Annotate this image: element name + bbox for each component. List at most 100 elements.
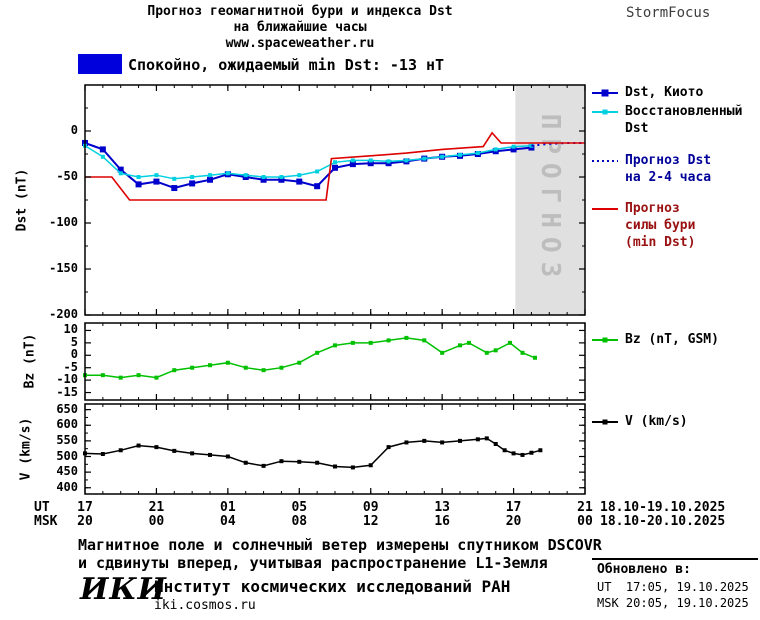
msk-date-range: 18.10-20.10.2025 (600, 514, 726, 529)
series-marker (315, 350, 320, 355)
legend-text: Восстановленный Dst (625, 103, 742, 137)
x-tick-label: 09 (362, 500, 379, 515)
x-tick-label: 16 (434, 514, 450, 529)
series-marker (136, 175, 141, 179)
series-marker (386, 159, 391, 164)
y-tick-label: 600 (56, 417, 78, 432)
series-marker (367, 160, 374, 167)
x-tick-label: 05 (291, 500, 308, 515)
series-marker (190, 451, 195, 456)
legend-label: Dst (625, 121, 649, 136)
series-marker (297, 459, 302, 464)
x-tick-label: 12 (362, 514, 379, 529)
series-marker (243, 365, 248, 370)
series-marker (100, 373, 105, 378)
series-marker (136, 373, 141, 378)
y-tick-label: -100 (49, 215, 78, 229)
series-marker (404, 440, 409, 445)
series-marker (297, 360, 302, 365)
x-tick-label: 08 (291, 514, 308, 529)
series-marker (332, 164, 338, 171)
ut-date-range: 18.10-19.10.2025 (600, 500, 726, 515)
series-marker (172, 448, 177, 453)
series-marker (225, 171, 230, 176)
series-marker (458, 438, 462, 443)
series-marker (208, 173, 212, 178)
y-tick-label: -5 (63, 359, 78, 374)
series-marker (458, 343, 462, 348)
series-marker (261, 175, 266, 179)
storm-status-text: Спокойно, ожидаемый min Dst: -13 нТ (128, 56, 445, 74)
series-marker (350, 340, 355, 345)
y-tick-label: 0 (70, 123, 78, 137)
series-marker (279, 175, 284, 179)
series-marker (493, 348, 498, 353)
data-source-note-line1: Магнитное поле и солнечный ветер измерен… (78, 536, 602, 554)
series-marker (511, 451, 516, 456)
series-marker (100, 154, 105, 159)
storm-level-color-box (78, 54, 122, 74)
series-marker (100, 452, 105, 456)
bz-line-icon (592, 333, 618, 346)
series-marker (422, 338, 427, 343)
series-marker (190, 175, 195, 179)
series-marker (225, 454, 230, 459)
y-tick-label: -50 (56, 169, 78, 183)
legend-label: (min Dst) (625, 235, 696, 250)
legend-label: Восстановленный (625, 104, 743, 119)
series-marker (314, 183, 321, 190)
y-tick-label: 5 (70, 334, 78, 349)
data-source-note-line2: и сдвинуты вперед, учитывая распростране… (78, 554, 548, 572)
x-tick-label: 00 (577, 514, 593, 529)
series-marker (118, 448, 123, 453)
series-marker (171, 185, 178, 192)
y-tick-label: 550 (56, 432, 78, 447)
updated-time-ut: UT 17:05, 19.10.2025 (597, 580, 749, 594)
stormfocus-brand: StormFocus (626, 5, 711, 21)
series-line (84, 144, 532, 180)
y-tick-label: 0 (70, 347, 78, 362)
series-marker (510, 146, 517, 153)
restored-dst-line-icon (592, 105, 618, 118)
series-marker (208, 452, 212, 457)
x-tick-label: 01 (220, 500, 236, 515)
series-marker (154, 445, 159, 450)
series-marker (243, 460, 248, 465)
storm-forecast-line-icon (592, 202, 618, 215)
y-tick-label: -15 (56, 384, 78, 399)
series-marker (386, 338, 391, 343)
series-marker (296, 178, 303, 185)
series-marker (520, 350, 525, 355)
series-marker (386, 445, 391, 450)
y-tick-label: 400 (56, 479, 78, 494)
series-marker (333, 160, 337, 165)
series-marker (154, 375, 159, 380)
series-marker (475, 437, 480, 442)
legend-label: Dst, Киото (625, 85, 704, 100)
dst-forecast-dotted-line-icon (592, 154, 618, 167)
series-marker (422, 438, 427, 443)
series-marker (493, 442, 498, 446)
x-tick-label: 20 (77, 514, 93, 529)
series-marker (458, 152, 462, 157)
legend-label: Прогноз (625, 201, 680, 216)
x-tick-label: 21 (148, 500, 165, 515)
legend-label: Bz (nT, GSM) (625, 332, 719, 347)
panel-frame (84, 322, 586, 401)
series-marker (99, 146, 106, 153)
y-tick-label: -200 (49, 307, 78, 321)
legend-label: V (km/s) (625, 414, 688, 429)
series-marker (261, 368, 266, 373)
legend-item-bz: Bz (nT, GSM) (592, 331, 760, 348)
series-marker (466, 340, 471, 345)
series-marker (493, 147, 498, 152)
legend-text: Dst, Киото (625, 84, 703, 101)
series-marker (502, 448, 507, 453)
series-marker (333, 464, 337, 469)
y-tick-label: -10 (56, 372, 78, 387)
figure-title-line2: на ближайшие часы (233, 20, 367, 35)
x-tick-label: 00 (148, 514, 165, 529)
series-marker (278, 176, 285, 183)
legend-text: Bz (nT, GSM) (625, 331, 719, 348)
